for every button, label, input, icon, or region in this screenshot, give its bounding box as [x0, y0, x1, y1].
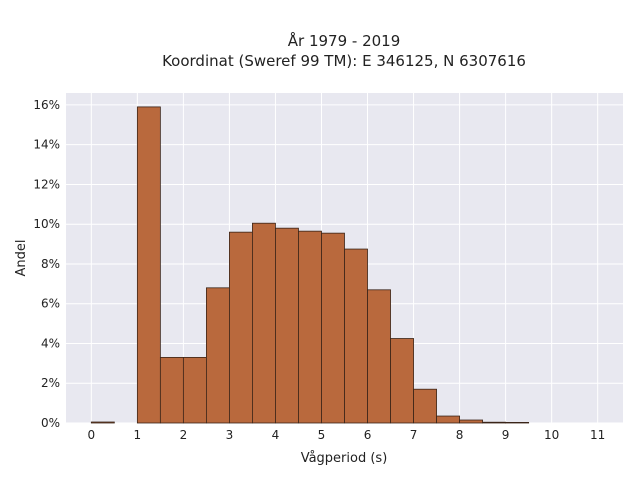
x-tick-label: 9: [502, 428, 510, 442]
histogram-bar: [321, 232, 345, 424]
y-tick-label: 10%: [33, 217, 60, 231]
x-tick-label: 2: [180, 428, 188, 442]
chart-title-line-1: År 1979 - 2019: [288, 31, 401, 50]
x-tick-label: 11: [590, 428, 605, 442]
x-axis-label: Vågperiod (s): [301, 451, 388, 466]
histogram-bar: [182, 356, 207, 424]
y-tick-label: 6%: [41, 297, 60, 311]
histogram-bar: [298, 230, 322, 424]
x-tick-label: 7: [410, 428, 418, 442]
histogram-bar: [413, 388, 437, 424]
x-tick-label: 8: [456, 428, 464, 442]
histogram-bar: [275, 227, 299, 424]
histogram-bar: [206, 287, 230, 424]
histogram-bar: [505, 422, 530, 424]
histogram-bar: [436, 415, 460, 424]
y-axis-ticks: 0% 2% 4% 6% 8% 10% 12% 14% 16%: [33, 98, 60, 430]
histogram-bar: [459, 419, 483, 424]
y-axis-label: Andel: [14, 240, 29, 277]
y-tick-label: 14%: [33, 138, 60, 152]
y-tick-label: 2%: [41, 376, 60, 390]
histogram-bar: [367, 289, 391, 424]
y-tick-label: 8%: [41, 257, 60, 271]
x-tick-label: 3: [226, 428, 234, 442]
x-tick-label: 5: [318, 428, 326, 442]
x-tick-label: 6: [364, 428, 372, 442]
histogram-bar: [482, 421, 507, 424]
histogram-bar: [90, 421, 115, 424]
histogram-bar: [252, 222, 276, 424]
histogram-bar: [344, 248, 368, 424]
y-tick-label: 12%: [33, 177, 60, 191]
x-tick-label: 10: [544, 428, 559, 442]
x-tick-label: 0: [87, 428, 95, 442]
histogram-bars: [90, 106, 530, 424]
y-tick-label: 4%: [41, 336, 60, 350]
histogram-bar: [159, 356, 184, 424]
x-axis-ticks: 0 1 2 3 4 5 6 7 8 9 10 11: [87, 428, 605, 442]
x-tick-label: 1: [134, 428, 142, 442]
histogram-bar: [229, 231, 253, 424]
x-tick-label: 4: [272, 428, 280, 442]
y-tick-label: 16%: [33, 98, 60, 112]
histogram-bar: [136, 106, 161, 424]
y-tick-label: 0%: [41, 416, 60, 430]
chart-title-line-2: Koordinat (Sweref 99 TM): E 346125, N 63…: [162, 52, 526, 70]
histogram-bar: [390, 338, 414, 424]
